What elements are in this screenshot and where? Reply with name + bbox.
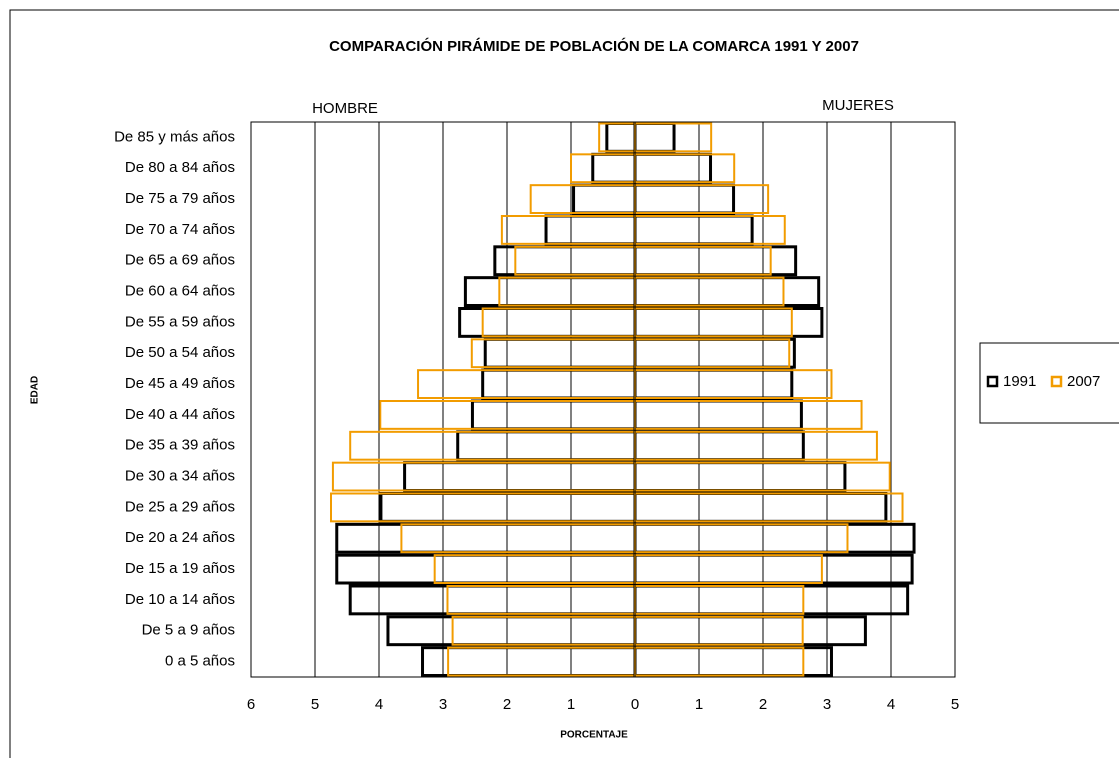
x-tick-label: 3 (439, 696, 447, 713)
x-tick-label: 1 (567, 696, 575, 713)
legend-swatch (986, 375, 999, 388)
y-tick-label: De 80 a 84 años (125, 159, 235, 176)
x-tick-label: 4 (887, 696, 895, 713)
y-tick-label: De 20 a 24 años (125, 529, 235, 546)
right-label: MUJERES (822, 97, 894, 114)
x-tick-label: 2 (759, 696, 767, 713)
x-tick-label: 2 (503, 696, 511, 713)
left-label: HOMBRE (312, 100, 378, 117)
x-tick-label: 5 (951, 696, 959, 713)
y-axis-label: EDAD (30, 376, 41, 404)
x-tick-label: 6 (247, 696, 255, 713)
y-tick-label: De 10 a 14 años (125, 591, 235, 608)
y-tick-label: De 75 a 79 años (125, 190, 235, 207)
y-tick-label: De 70 a 74 años (125, 221, 235, 238)
x-tick-label: 4 (375, 696, 383, 713)
y-tick-label: De 45 a 49 años (125, 375, 235, 392)
y-tick-label: De 50 a 54 años (125, 344, 235, 361)
y-tick-label: De 35 a 39 años (125, 437, 235, 454)
y-tick-label: De 15 a 19 años (125, 560, 235, 577)
legend-label: 1991 (1003, 373, 1036, 390)
x-axis-label: PORCENTAJE (560, 730, 628, 741)
y-tick-label: De 30 a 34 años (125, 468, 235, 485)
x-tick-label: 1 (695, 696, 703, 713)
y-tick-label: De 25 a 29 años (125, 498, 235, 515)
legend-label: 2007 (1067, 373, 1100, 390)
y-tick-label: De 60 a 64 años (125, 283, 235, 300)
x-tick-label: 0 (631, 696, 639, 713)
y-tick-label: De 85 y más años (114, 128, 235, 145)
legend (979, 342, 1119, 424)
legend-swatch (1050, 375, 1063, 388)
x-tick-label: 3 (823, 696, 831, 713)
y-tick-label: De 40 a 44 años (125, 406, 235, 423)
y-tick-label: De 55 a 59 años (125, 313, 235, 330)
y-tick-label: De 65 a 69 años (125, 252, 235, 269)
x-tick-label: 5 (311, 696, 319, 713)
chart-title: COMPARACIÓN PIRÁMIDE DE POBLACIÓN DE LA … (329, 37, 859, 55)
y-tick-label: 0 a 5 años (165, 653, 235, 670)
y-tick-label: De 5 a 9 años (142, 622, 235, 639)
